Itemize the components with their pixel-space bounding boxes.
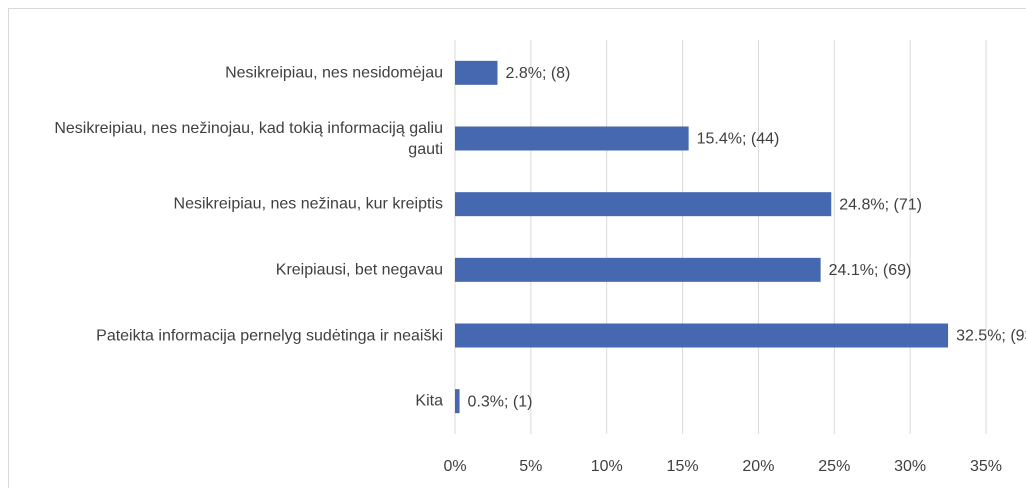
y-tick-label: Kreipiausi, bet negavau (275, 261, 443, 279)
data-label: 0.3%; (1) (468, 393, 533, 410)
y-tick-label: Pateikta informacija pernelyg sudėtinga … (96, 327, 443, 344)
x-tick-label: 35% (970, 458, 1002, 475)
y-tick-label: Nesikreipiau, nes nežinojau, kad tokią i… (54, 119, 443, 158)
x-tick-label: 25% (818, 458, 850, 475)
y-tick-label: Kita (415, 392, 443, 410)
data-label: 2.8%; (8) (505, 65, 570, 82)
bar (455, 323, 949, 348)
data-label: 32.5%; (93) (956, 328, 1026, 345)
bar (455, 389, 460, 414)
x-tick-label: 20% (742, 458, 774, 475)
x-tick-label: 5% (519, 458, 542, 475)
bar (455, 192, 832, 217)
x-tick-label: 15% (667, 458, 699, 475)
bar (455, 257, 821, 282)
x-tick-label: 0% (443, 458, 466, 475)
chart-border (8, 8, 1026, 488)
x-tick-label: 30% (894, 458, 926, 475)
y-tick-label: Nesikreipiau, nes nesidomėjau (225, 64, 443, 82)
x-tick-label: 10% (591, 458, 623, 475)
bar (455, 60, 498, 85)
data-label: 24.1%; (69) (829, 262, 912, 279)
data-label: 24.8%; (71) (839, 196, 922, 213)
bar (455, 126, 689, 151)
data-label: 15.4%; (44) (697, 131, 780, 148)
y-tick-label: Nesikreipiau, nes nežinau, kur kreiptis (173, 195, 443, 213)
